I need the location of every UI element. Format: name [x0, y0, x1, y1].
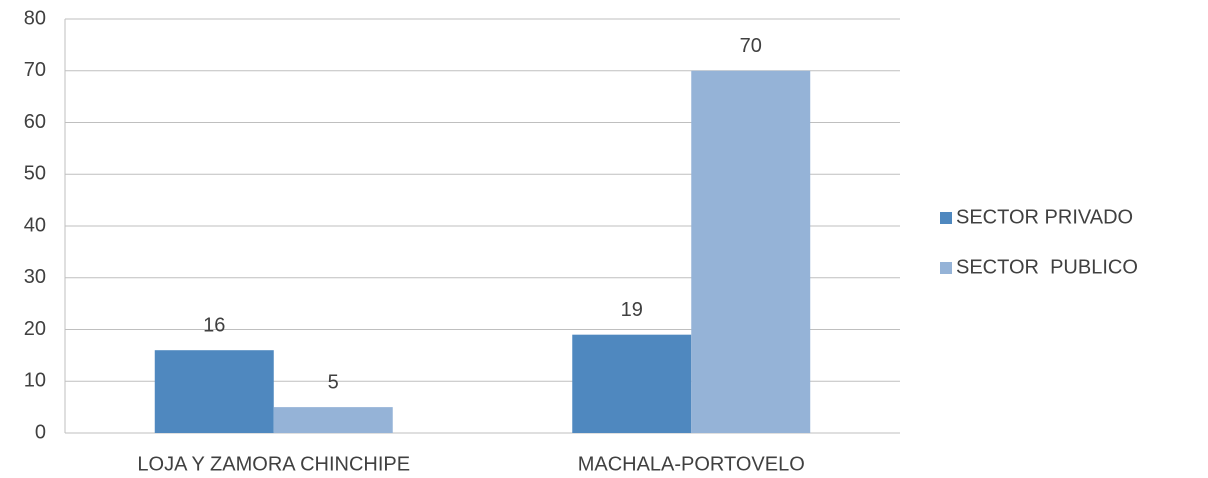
data-label: 5: [328, 371, 339, 393]
legend-swatch: [940, 212, 952, 224]
x-tick-label: MACHALA-PORTOVELO: [578, 453, 805, 475]
data-label: 19: [621, 299, 643, 321]
y-tick-label: 50: [24, 163, 46, 185]
y-tick-label: 20: [24, 318, 46, 340]
y-tick-label: 60: [24, 111, 46, 133]
legend-swatch: [940, 262, 952, 274]
bar: [273, 407, 393, 433]
bar: [572, 334, 692, 433]
y-tick-label: 30: [24, 266, 46, 288]
y-tick-label: 10: [24, 370, 46, 392]
bar: [691, 70, 811, 433]
y-tick-label: 0: [35, 421, 46, 443]
data-label: 70: [740, 35, 762, 57]
legend-label: SECTOR PUBLICO: [956, 256, 1138, 278]
y-tick-label: 70: [24, 59, 46, 81]
legend-label: SECTOR PRIVADO: [956, 206, 1133, 228]
y-tick-label: 80: [24, 7, 46, 29]
bar: [154, 350, 274, 433]
x-tick-label: LOJA Y ZAMORA CHINCHIPE: [137, 453, 410, 475]
y-tick-label: 40: [24, 214, 46, 236]
data-label: 16: [203, 314, 225, 336]
